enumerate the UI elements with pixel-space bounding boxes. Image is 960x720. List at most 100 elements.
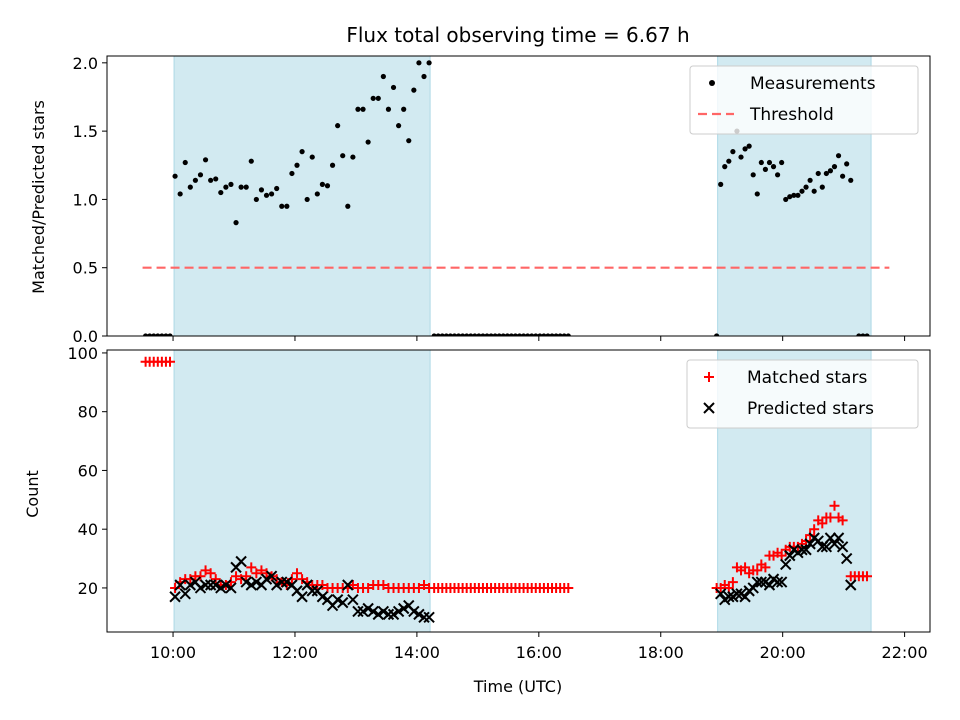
x-tick-label: 22:00 bbox=[882, 643, 928, 662]
predicted-point bbox=[816, 541, 829, 553]
measurement-point bbox=[167, 333, 173, 336]
measurement-point bbox=[848, 177, 854, 183]
measurement-point bbox=[722, 164, 728, 170]
measurement-point bbox=[549, 333, 555, 336]
predicted-point bbox=[775, 576, 788, 588]
legend-label: Measurements bbox=[750, 74, 876, 94]
measurement-point bbox=[411, 87, 417, 93]
measurement-point bbox=[345, 203, 351, 209]
predicted-point bbox=[824, 532, 837, 544]
matched-point bbox=[378, 580, 389, 590]
measurement-point bbox=[795, 192, 801, 198]
measurement-point bbox=[844, 161, 850, 167]
matched-point bbox=[563, 582, 574, 593]
measurement-point bbox=[791, 192, 797, 198]
matched-point bbox=[776, 550, 787, 561]
measurement-point bbox=[464, 333, 470, 336]
y-axis-label-count: Count bbox=[23, 470, 42, 518]
measurement-point bbox=[529, 333, 535, 336]
x-tick-label: 16:00 bbox=[516, 643, 562, 662]
measurement-point bbox=[738, 154, 744, 160]
measurement-point bbox=[742, 146, 748, 152]
legend: Measurements Threshold bbox=[689, 65, 919, 135]
measurement-point bbox=[484, 333, 490, 336]
predicted-point bbox=[342, 579, 354, 591]
matched-point bbox=[256, 565, 267, 576]
measurement-point bbox=[159, 333, 165, 336]
predicted-point bbox=[306, 585, 318, 597]
measurement-point bbox=[213, 176, 219, 182]
measurement-point bbox=[750, 172, 756, 178]
legend: Matched stars Predicted stars bbox=[686, 359, 919, 429]
matched-point bbox=[760, 562, 771, 573]
measurement-point bbox=[783, 196, 789, 203]
predicted-point bbox=[731, 588, 743, 600]
measurement-point bbox=[492, 333, 498, 336]
measurement-point bbox=[468, 333, 474, 336]
measurement-point bbox=[228, 181, 234, 187]
measurement-point bbox=[835, 153, 842, 159]
measurement-point bbox=[746, 143, 752, 149]
measurement-point bbox=[787, 194, 793, 200]
predicted-point bbox=[199, 579, 212, 591]
y-tick-label: 80 bbox=[78, 403, 98, 422]
measurement-point bbox=[253, 196, 259, 203]
predicted-point bbox=[845, 579, 857, 591]
matched-point bbox=[297, 574, 308, 585]
predicted-point bbox=[204, 579, 217, 591]
measurement-point bbox=[182, 159, 188, 166]
predicted-point bbox=[418, 611, 430, 624]
measurement-point bbox=[726, 158, 732, 164]
predicted-point bbox=[800, 544, 812, 556]
count-panel: 20 40 60 80 100 10:00 12:00 14:00 16:00 18:00 20:0… bbox=[67, 344, 931, 662]
measurement-point bbox=[304, 196, 310, 203]
matched-point bbox=[723, 582, 734, 593]
plot-area bbox=[142, 60, 890, 336]
measurement-point bbox=[177, 191, 183, 197]
measurement-point bbox=[472, 333, 478, 336]
matched-point bbox=[413, 582, 424, 593]
predicted-point bbox=[755, 576, 768, 588]
measurement-point bbox=[451, 333, 458, 336]
matched-point bbox=[292, 568, 303, 579]
measurement-point bbox=[533, 333, 539, 336]
matched-point bbox=[246, 562, 257, 573]
measurement-point bbox=[504, 333, 510, 336]
predicted-point bbox=[423, 611, 435, 624]
measurement-point bbox=[390, 84, 397, 91]
measurement-point bbox=[396, 123, 402, 129]
predicted-point bbox=[296, 591, 308, 603]
measurement-point bbox=[807, 177, 813, 183]
matched-point bbox=[727, 577, 738, 588]
measurement-point bbox=[355, 106, 361, 112]
measurement-point bbox=[545, 333, 551, 336]
measurement-point bbox=[758, 159, 764, 166]
y-tick-label: 40 bbox=[78, 520, 98, 539]
matched-point bbox=[837, 515, 848, 526]
measurement-point bbox=[864, 333, 870, 336]
measurement-point bbox=[435, 333, 441, 336]
measurement-point bbox=[299, 149, 305, 155]
predicted-point bbox=[780, 558, 792, 571]
measurement-point bbox=[565, 333, 571, 336]
matched-point bbox=[419, 580, 430, 590]
measurement-point bbox=[525, 333, 531, 336]
measurement-point bbox=[401, 106, 407, 112]
measurement-point bbox=[553, 333, 559, 336]
series-predicted-stars bbox=[169, 532, 857, 624]
predicted-point bbox=[225, 582, 237, 594]
series-matched-stars bbox=[140, 356, 873, 593]
measurement-point bbox=[208, 177, 214, 183]
measurement-point bbox=[202, 157, 209, 163]
predicted-point bbox=[828, 538, 841, 550]
measurement-point bbox=[823, 170, 829, 177]
predicted-point bbox=[763, 579, 776, 591]
measurement-point bbox=[365, 139, 371, 145]
matched-point bbox=[164, 356, 175, 367]
measurement-point bbox=[860, 333, 866, 336]
predicted-point bbox=[812, 535, 824, 547]
matched-point bbox=[817, 518, 828, 529]
predicted-point bbox=[751, 576, 763, 588]
plot-frame bbox=[106, 55, 931, 337]
matched-point bbox=[200, 565, 211, 576]
